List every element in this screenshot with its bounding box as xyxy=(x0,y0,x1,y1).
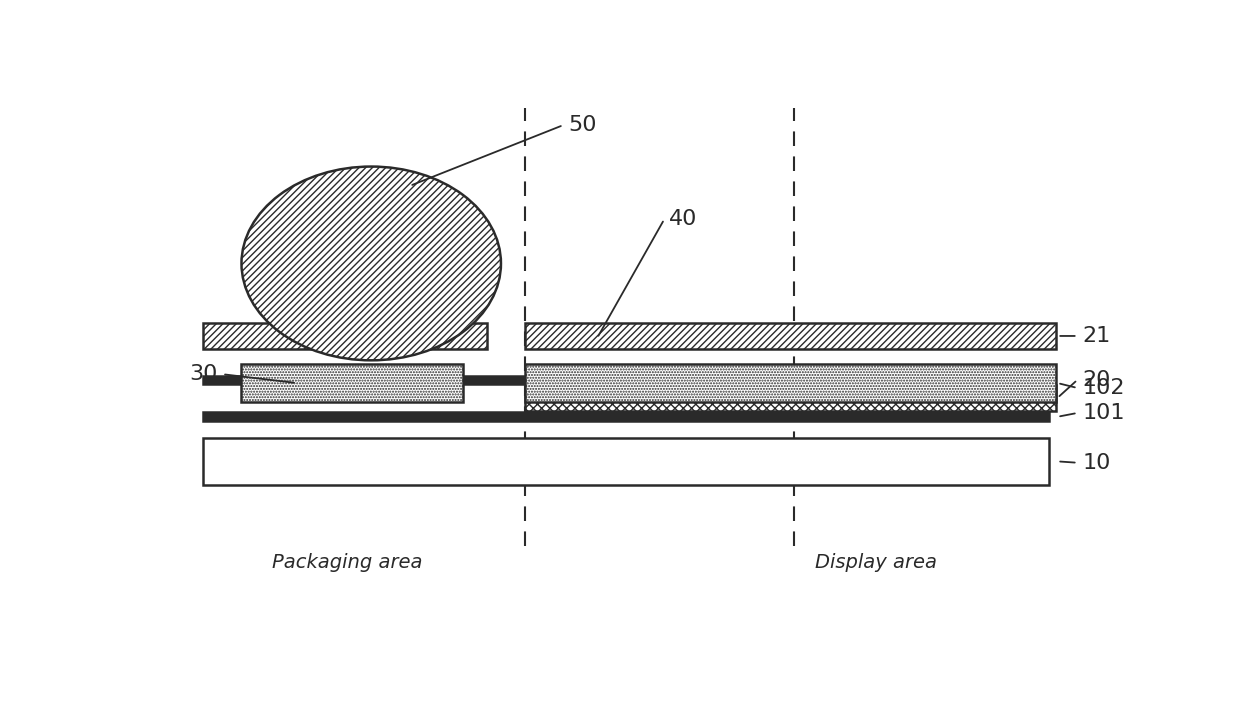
Text: 40: 40 xyxy=(670,209,698,229)
Bar xyxy=(525,365,1056,402)
Text: 10: 10 xyxy=(1083,453,1111,473)
Text: Display area: Display area xyxy=(815,553,936,572)
Text: 50: 50 xyxy=(568,115,596,135)
Text: 21: 21 xyxy=(1083,326,1111,346)
Bar xyxy=(203,413,1049,421)
Bar xyxy=(203,323,486,349)
Text: Packaging area: Packaging area xyxy=(272,553,423,572)
Text: 20: 20 xyxy=(1083,370,1111,390)
Bar xyxy=(203,438,1049,485)
Bar xyxy=(242,365,463,402)
Ellipse shape xyxy=(242,167,501,360)
Text: 101: 101 xyxy=(1083,403,1125,423)
Bar xyxy=(203,376,1049,383)
Bar xyxy=(525,385,1056,411)
Text: 30: 30 xyxy=(188,364,217,384)
Text: 102: 102 xyxy=(1083,378,1125,398)
Bar xyxy=(525,323,1056,349)
